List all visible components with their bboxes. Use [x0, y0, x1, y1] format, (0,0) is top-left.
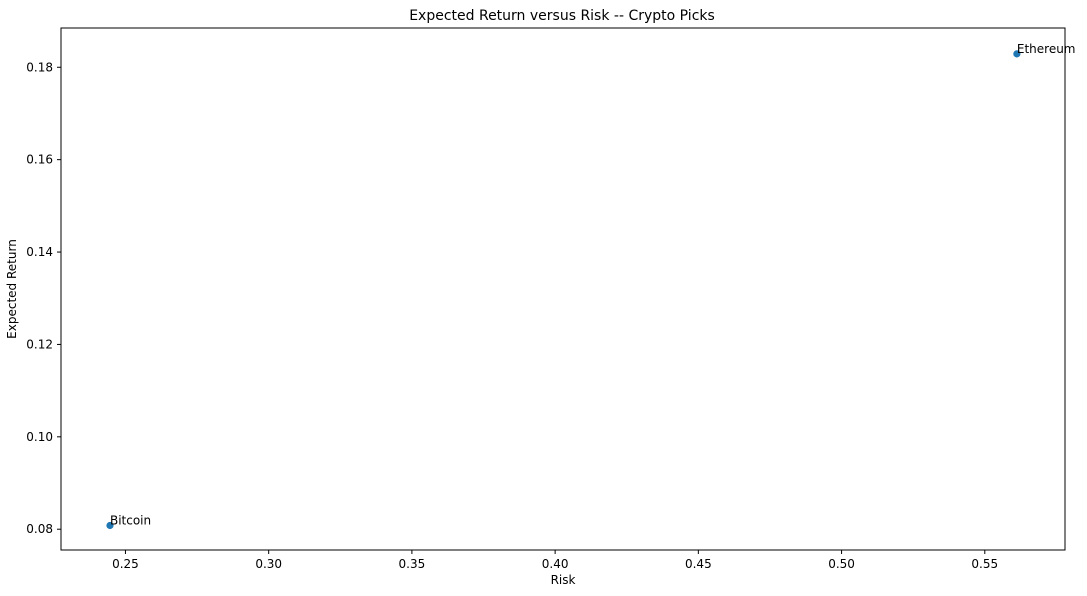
- y-axis: 0.08 0.10 0.12 0.14 0.16 0.18: [26, 60, 61, 536]
- point-label: Bitcoin: [110, 514, 151, 528]
- x-tick-label: 0.30: [255, 557, 282, 571]
- y-tick-label: 0.14: [26, 245, 53, 259]
- data-points: Bitcoin Ethereum: [106, 42, 1076, 530]
- scatter-point: [106, 521, 114, 530]
- plot-area-frame: [60, 27, 1066, 551]
- chart-title: Expected Return versus Risk -- Crypto Pi…: [409, 8, 715, 24]
- x-tick-label: 0.25: [112, 557, 139, 571]
- x-tick-label: 0.55: [971, 557, 998, 571]
- y-tick-label: 0.10: [26, 430, 53, 444]
- point-label: Ethereum: [1017, 42, 1076, 56]
- x-tick-label: 0.35: [399, 557, 426, 571]
- y-tick-label: 0.08: [26, 522, 53, 536]
- x-tick-label: 0.45: [685, 557, 712, 571]
- y-tick-label: 0.12: [26, 337, 53, 351]
- scatter-point: [1013, 50, 1021, 58]
- x-tick-label: 0.50: [828, 557, 855, 571]
- x-axis: 0.25 0.30 0.35 0.40 0.45 0.50 0.55: [112, 550, 998, 571]
- x-axis-label: Risk: [551, 573, 576, 587]
- y-axis-label: Expected Return: [5, 239, 19, 339]
- x-tick-label: 0.40: [542, 557, 569, 571]
- y-tick-label: 0.16: [26, 153, 53, 167]
- y-tick-label: 0.18: [26, 60, 53, 74]
